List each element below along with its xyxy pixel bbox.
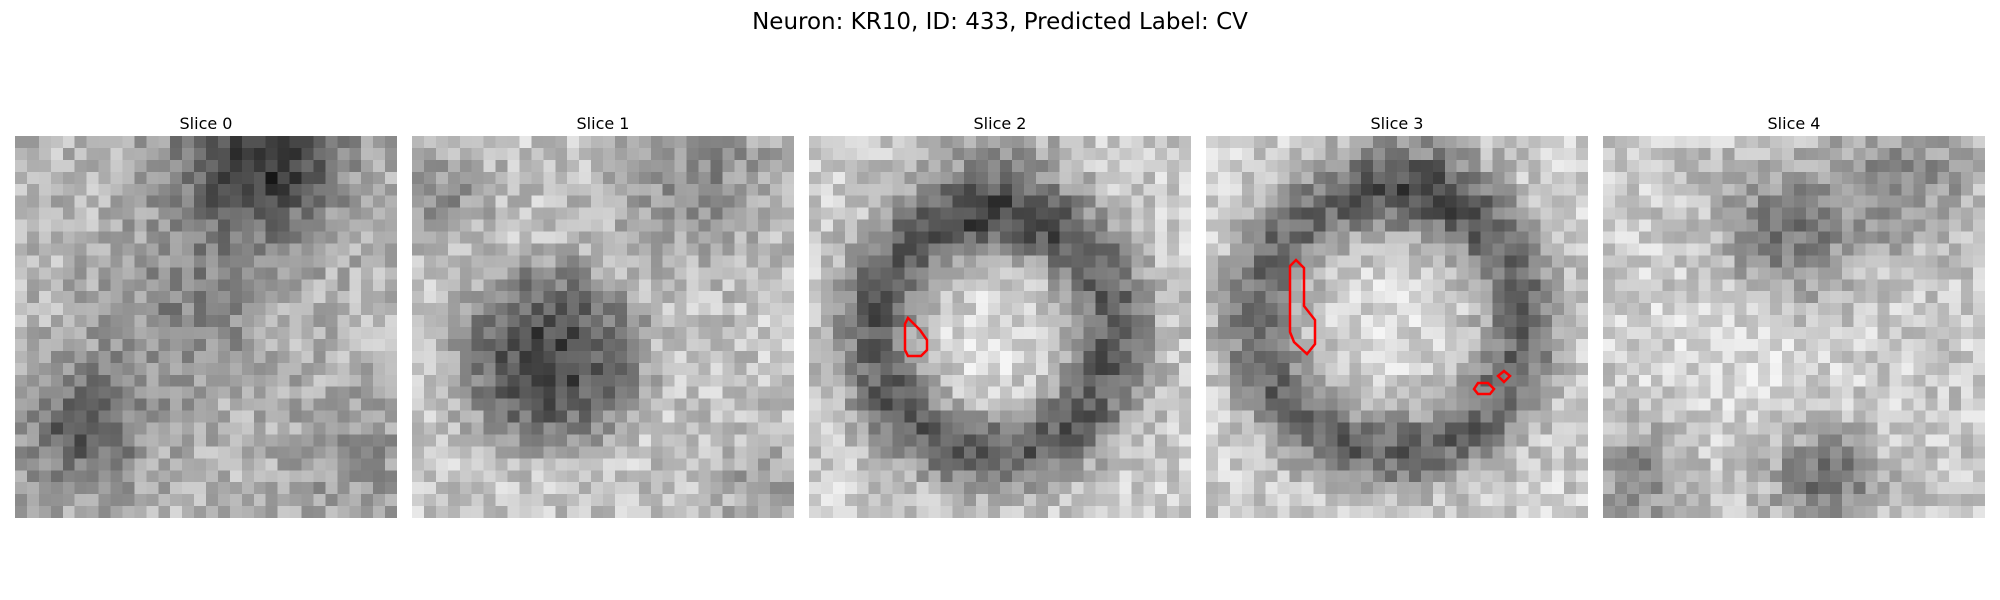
contour-shape	[1288, 258, 1317, 356]
contour-shape	[903, 315, 929, 358]
slice-title: Slice 1	[576, 114, 630, 133]
slice-image	[412, 136, 794, 518]
figure-title: Neuron: KR10, ID: 433, Predicted Label: …	[752, 9, 1248, 35]
contour-overlay	[1288, 258, 1512, 396]
slice-image	[1603, 136, 1985, 518]
slice-title: Slice 2	[973, 114, 1027, 133]
slice-image	[1206, 136, 1588, 518]
slice-panel-4: Slice 4	[1603, 112, 1985, 518]
slice-image	[15, 136, 397, 518]
slice-3-pixels	[1206, 136, 1588, 518]
contour-overlay	[903, 315, 929, 358]
contour-shape	[1472, 381, 1496, 396]
slice-panel-3: Slice 3	[1206, 112, 1588, 518]
slice-1-pixels	[412, 136, 794, 518]
slice-image	[809, 136, 1191, 518]
slice-panel-2: Slice 2	[809, 112, 1191, 518]
slice-panel-1: Slice 1	[412, 112, 794, 518]
slice-title: Slice 0	[179, 114, 233, 133]
slice-title: Slice 3	[1370, 114, 1424, 133]
slice-title: Slice 4	[1767, 114, 1821, 133]
contour-shape	[1496, 369, 1512, 384]
slice-4-pixels	[1603, 136, 1985, 518]
slice-2-pixels	[809, 136, 1191, 518]
slice-0-pixels	[15, 136, 397, 518]
slice-panel-0: Slice 0	[15, 112, 397, 518]
